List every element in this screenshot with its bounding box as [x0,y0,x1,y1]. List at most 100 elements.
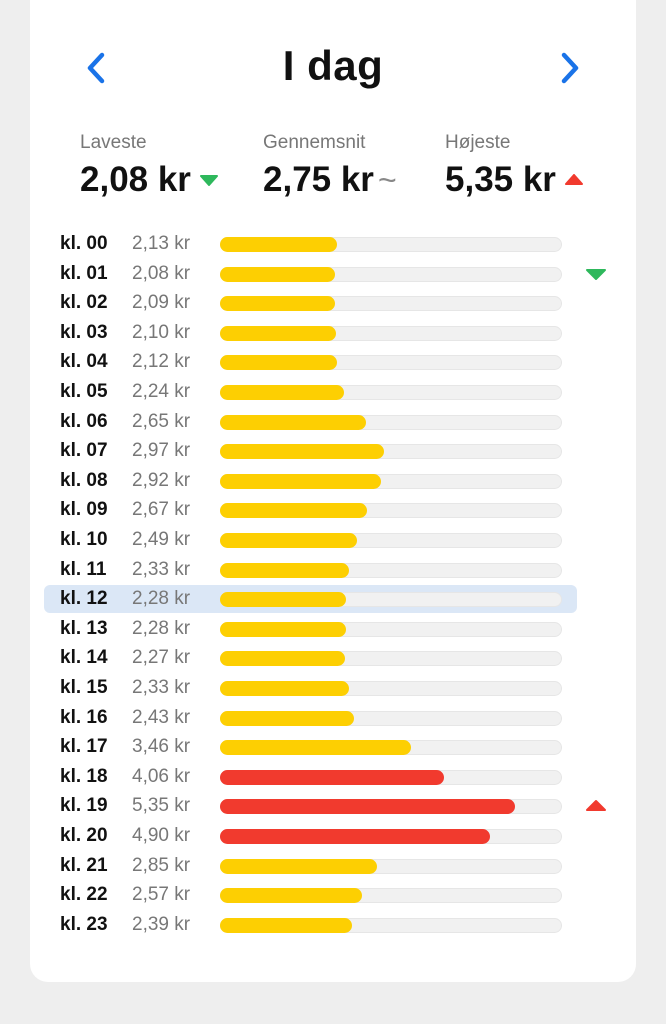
hour-label: kl. 04 [60,351,108,373]
highest-price-marker-icon [586,800,606,812]
hour-row: kl. 21 2,85 kr [44,852,577,880]
hour-row: kl. 23 2,39 kr [44,911,577,939]
stat-highest-value: 5,35 kr [445,160,556,199]
hour-label: kl. 10 [60,529,108,550]
hour-label: kl. 16 [60,706,108,728]
hour-row: kl. 20 4,90 kr [44,822,577,850]
price-bar [220,710,354,726]
stat-lowest: Laveste 2,08 kr [80,132,219,200]
hour-label: kl. 19 [60,795,108,817]
hour-row: kl. 14 2,27 kr [44,644,577,672]
price-label: 4,06 kr [132,765,191,787]
price-label: 3,46 kr [132,736,191,758]
hour-label: kl. 22 [60,884,108,906]
hour-row: kl. 19 5,35 kr [44,792,606,820]
hour-label: kl. 15 [60,677,108,698]
price-bar [220,681,349,696]
hour-row: kl. 05 2,24 kr [44,378,577,406]
price-label: 2,28 kr [132,588,191,610]
hour-row: kl. 11 2,33 kr [44,556,577,584]
price-label: 2,24 kr [132,381,191,402]
stat-lowest-label: Laveste [80,132,147,153]
current-hour-row: kl. 12 2,28 kr [44,585,577,614]
triangle-down-icon [199,174,219,186]
stat-average-label: Gennemsnit [263,132,366,153]
price-label: 2,13 kr [132,233,191,254]
hour-label: kl. 09 [60,499,108,521]
price-bar [220,562,349,578]
price-label: 2,49 kr [132,529,191,550]
price-label: 2,33 kr [132,558,191,580]
stat-average-value: 2,75 kr [263,160,374,199]
price-label: 2,85 kr [132,854,191,876]
price-label: 2,92 kr [132,469,191,491]
price-bar [220,740,411,756]
price-label: 2,09 kr [132,292,191,314]
hour-label: kl. 23 [60,913,108,935]
hour-label: kl. 20 [60,825,108,846]
hour-row: kl. 04 2,12 kr [44,348,577,376]
price-label: 2,43 kr [132,706,191,728]
price-label: 5,35 kr [132,795,191,817]
price-bar [220,296,335,312]
price-bar [220,888,362,904]
hour-label: kl. 14 [60,647,108,669]
chevron-right-icon [561,52,579,84]
lowest-price-marker-icon [586,268,606,280]
price-label: 2,10 kr [132,321,191,343]
hour-label: kl. 08 [60,469,108,491]
price-bar [220,769,444,785]
price-label: 2,57 kr [132,884,191,906]
hour-row: kl. 18 4,06 kr [44,763,577,791]
price-label: 2,65 kr [132,410,191,432]
chevron-left-icon [87,52,105,84]
price-bar [220,829,490,844]
price-bar [220,325,336,341]
price-bar [220,414,366,430]
price-bar [220,503,367,519]
price-bar [220,266,335,282]
hour-row: kl. 06 2,65 kr [44,408,577,436]
price-label: 2,33 kr [132,677,191,698]
price-bar [220,621,346,637]
hour-row: kl. 03 2,10 kr [44,319,577,347]
price-bar [220,651,345,667]
price-label: 2,67 kr [132,499,191,521]
hour-row: kl. 00 2,13 kr [44,230,577,258]
price-bar [220,858,377,874]
hour-row: kl. 07 2,97 kr [44,437,577,465]
price-label: 2,28 kr [132,617,191,639]
price-bar [220,237,337,252]
price-label: 2,39 kr [132,913,191,935]
page-title: I dag [282,42,384,89]
hour-row: kl. 09 2,67 kr [44,496,577,524]
price-card [30,0,636,982]
hour-label: kl. 05 [60,381,108,402]
hour-row: kl. 13 2,28 kr [44,615,577,643]
hour-label: kl. 07 [60,440,108,462]
hour-label: kl. 17 [60,736,108,758]
price-bar [220,385,344,400]
stat-highest-label: Højeste [445,132,511,153]
price-label: 2,97 kr [132,440,191,462]
hour-row: kl. 08 2,92 kr [44,467,577,495]
hour-row: kl. 15 2,33 kr [44,674,577,702]
hour-row: kl. 22 2,57 kr [44,881,577,909]
price-bar [220,799,515,815]
triangle-up-icon [564,174,584,186]
hour-row: kl. 16 2,43 kr [44,704,577,732]
hour-label: kl. 18 [60,765,108,787]
next-day-button[interactable] [550,48,590,88]
stat-highest: Højeste 5,35 kr [445,132,584,200]
hour-label: kl. 06 [60,410,108,432]
price-bar [220,444,384,460]
hour-label: kl. 13 [60,617,108,639]
hour-row: kl. 01 2,08 kr [44,260,606,288]
price-label: 2,08 kr [132,262,191,284]
price-label: 2,27 kr [132,647,191,669]
stat-lowest-value: 2,08 kr [80,160,191,199]
hour-row: kl. 10 2,49 kr [44,526,577,554]
hour-label: kl. 00 [60,233,108,254]
hour-label: kl. 02 [60,292,108,314]
previous-day-button[interactable] [76,48,116,88]
